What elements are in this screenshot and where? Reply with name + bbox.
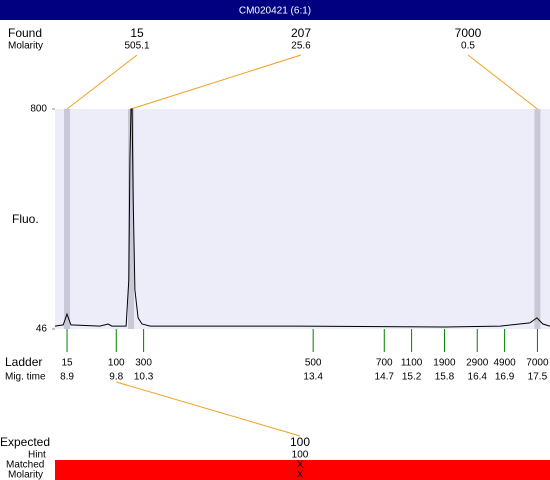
found-band — [534, 109, 541, 329]
matched-bar — [55, 460, 550, 480]
header-bar — [0, 0, 550, 20]
ladder-label: Ladder — [5, 355, 42, 369]
header-title: CM020421 (6:1) — [239, 6, 311, 17]
hint-label: Hint — [28, 450, 46, 461]
y-tick-label: 46 — [36, 324, 48, 335]
ladder-size: 4900 — [493, 358, 516, 369]
hint-value: 100 — [292, 450, 309, 461]
plot-area — [55, 109, 550, 329]
ladder-time: 14.7 — [375, 372, 395, 383]
found-connector — [66, 54, 138, 110]
found-connector — [467, 54, 538, 110]
found-molarity: 0.5 — [461, 41, 475, 52]
found-connector — [130, 54, 302, 110]
ladder-time: 17.5 — [528, 372, 548, 383]
ladder-size: 100 — [108, 358, 125, 369]
expected-label: Expected — [0, 435, 50, 449]
found-band — [64, 109, 71, 329]
ladder-time: 9.8 — [109, 372, 123, 383]
found-size: 7000 — [455, 26, 482, 40]
expected-connector — [116, 381, 301, 437]
found-molarity: 25.6 — [291, 41, 311, 52]
matched-value: X — [297, 460, 304, 471]
expected-size: 100 — [290, 435, 310, 449]
molarity-label: Molarity — [8, 470, 43, 480]
ladder-time: 13.4 — [303, 372, 323, 383]
ladder-time: 15.2 — [402, 372, 422, 383]
ladder-size: 500 — [305, 358, 322, 369]
y-tick-label: 800 — [30, 104, 47, 115]
ladder-time: 16.4 — [468, 372, 488, 383]
ladder-size: 2900 — [466, 358, 489, 369]
ladder-time: 8.9 — [60, 372, 74, 383]
ladder-time: 10.3 — [134, 372, 154, 383]
ladder-time-label: Mig. time — [5, 372, 46, 383]
trace — [54, 108, 550, 328]
ladder-size: 7000 — [526, 358, 549, 369]
found-size: 15 — [130, 26, 144, 40]
ladder-size: 1900 — [433, 358, 456, 369]
matched-label: Matched — [6, 460, 44, 471]
ladder-size: 700 — [376, 358, 393, 369]
ladder-time: 15.8 — [435, 372, 455, 383]
found-label: Found — [8, 26, 42, 40]
ladder-size: 1100 — [401, 358, 423, 369]
ladder-size: 300 — [135, 358, 152, 369]
ladder-time: 16.9 — [495, 372, 515, 383]
found-molarity: 505.1 — [124, 41, 149, 52]
molarity-value: X — [297, 470, 304, 480]
ladder-size: 15 — [61, 358, 73, 369]
found-band — [128, 109, 135, 329]
found-molarity-label: Molarity — [8, 41, 43, 52]
y-axis-label: Fluo. — [12, 212, 39, 226]
found-size: 207 — [291, 26, 311, 40]
